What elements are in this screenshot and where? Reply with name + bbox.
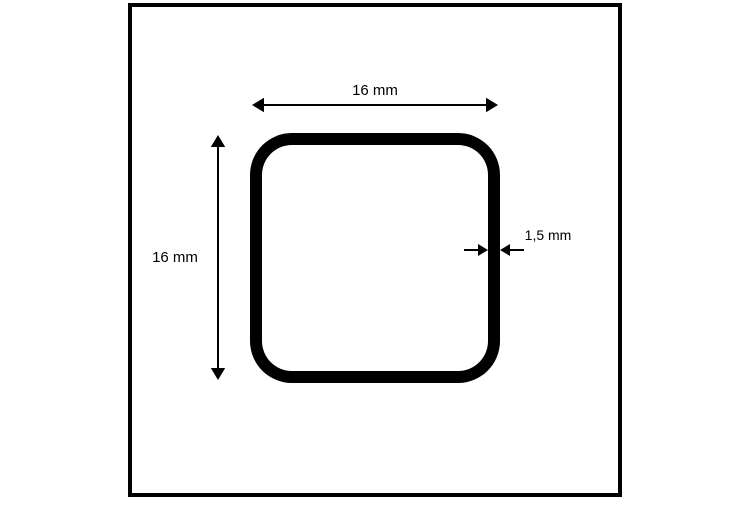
diagram-canvas: 16 mm 16 mm 1,5 mm [0,0,750,500]
dim-height-label: 16 mm [152,249,198,266]
dim-width-label: 16 mm [352,82,398,99]
diagram-svg: 16 mm 16 mm 1,5 mm [0,0,750,500]
tube-inner [262,145,488,371]
dim-thk-label: 1,5 mm [525,227,572,243]
